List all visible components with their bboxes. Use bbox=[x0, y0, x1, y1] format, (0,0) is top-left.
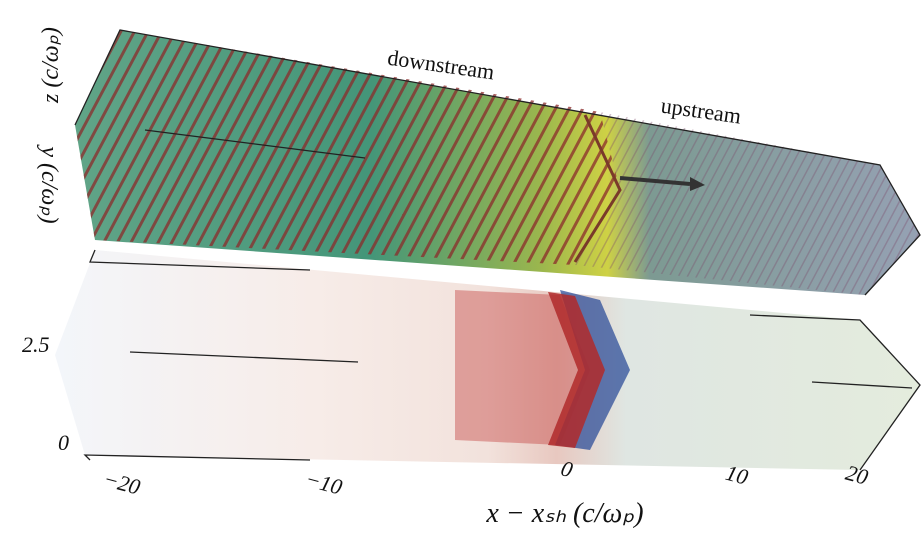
lower-slab bbox=[55, 249, 921, 471]
x-axis-label: x − xₛₕ (c/ωₚ) bbox=[485, 498, 643, 529]
y-axis-label: y (c/ωₚ) bbox=[36, 144, 62, 223]
x-tick-label: −20 bbox=[101, 466, 143, 500]
upper-volume bbox=[74, 29, 921, 296]
x-tick-label: −10 bbox=[303, 466, 345, 500]
upstream-label: upstream bbox=[659, 93, 742, 129]
z-axis-label: z (c/ωₚ) bbox=[38, 27, 64, 104]
lower-tick-label: 2.5 bbox=[22, 332, 50, 357]
lower-tick-label: 0 bbox=[58, 430, 69, 455]
